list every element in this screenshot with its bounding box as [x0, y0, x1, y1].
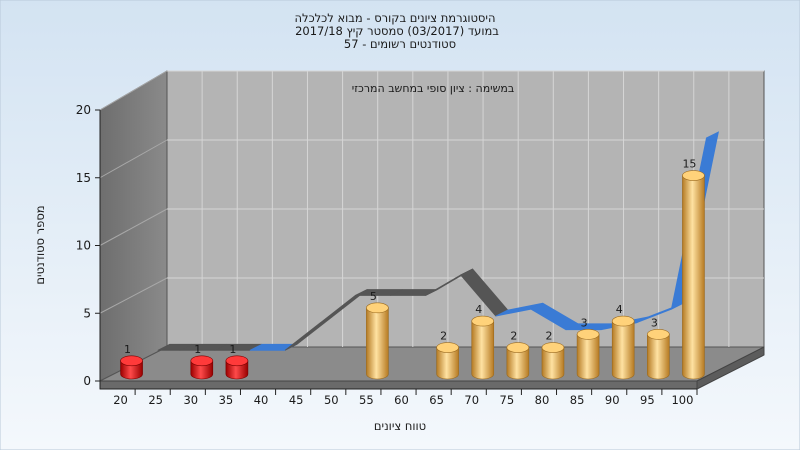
data-label-30: 1 — [194, 343, 201, 356]
chart-title-line-1: היסטוגרמת ציונים בקורס - מבוא לכלכלה — [295, 11, 496, 25]
x-tick-label: 20 — [113, 393, 128, 407]
floor-right-edge — [696, 346, 765, 390]
x-tick-label: 65 — [429, 393, 444, 407]
data-label-95: 3 — [651, 316, 658, 329]
x-tick-label: 80 — [535, 393, 550, 407]
bar-90 — [611, 320, 635, 380]
bar-100 — [682, 175, 705, 380]
y-tick-label: 5 — [83, 306, 91, 320]
bar-95 — [647, 334, 670, 380]
y-tick-label: 15 — [76, 171, 91, 185]
data-label-100: 15 — [682, 158, 696, 171]
gridline-h-left — [99, 208, 168, 246]
bar-cap-85 — [576, 329, 600, 340]
chart-title-line-3: סטודנטים רשומים - 57 — [344, 37, 456, 51]
bar-cap-70 — [471, 315, 495, 327]
bar-65 — [436, 347, 459, 380]
x-tick-label: 85 — [570, 393, 585, 407]
data-label-70: 4 — [475, 303, 482, 316]
bar-55 — [366, 307, 389, 380]
x-tick-label: 75 — [500, 393, 515, 407]
bar-cap-20 — [120, 355, 143, 367]
bar-85 — [576, 334, 600, 380]
bar-cap-30 — [190, 355, 214, 367]
x-tick-label: 90 — [605, 393, 620, 407]
x-tick-label: 95 — [640, 393, 655, 407]
y-tick-label: 20 — [76, 103, 91, 117]
x-tick-label: 50 — [324, 393, 339, 407]
x-axis-label: טווח ציונים — [374, 419, 426, 433]
chart-title-line-2: במועד (03/2017) סמסטר קיץ 2017/18 — [295, 24, 499, 38]
y-axis-ticks: 0 5 10 15 20 — [76, 103, 100, 388]
bar-70 — [471, 320, 495, 380]
data-label-65: 2 — [440, 330, 447, 343]
x-tick-label: 100 — [671, 393, 693, 407]
x-tick-label: 35 — [219, 393, 234, 407]
data-label-75: 2 — [510, 330, 517, 343]
bar-75 — [506, 347, 530, 380]
y-tick-label: 10 — [76, 239, 91, 253]
bar-80 — [541, 347, 565, 380]
gridline-h-left — [99, 139, 168, 179]
bar-cap-80 — [541, 342, 565, 353]
x-tick-label: 40 — [254, 393, 269, 407]
data-label-35: 1 — [229, 343, 236, 356]
x-tick-label: 55 — [359, 393, 374, 407]
gridline-h-left — [99, 277, 168, 314]
gridline-h-left — [99, 70, 168, 111]
left-wall — [99, 70, 168, 382]
chart-annotation: במשימה : ציון סופי במחשב המרכזי — [352, 82, 515, 95]
data-label-20: 1 — [124, 343, 131, 356]
y-axis-label: מספר סטודנטים — [33, 205, 47, 284]
x-tick-label: 45 — [289, 393, 304, 407]
x-tick-label: 70 — [464, 393, 479, 407]
x-tick-label: 60 — [394, 393, 409, 407]
data-label-55: 5 — [370, 290, 377, 303]
x-tick-label: 25 — [148, 393, 163, 407]
bar-cap-100 — [682, 170, 705, 181]
bar-cap-55 — [366, 302, 389, 314]
ribbon-segment — [157, 343, 192, 351]
y-tick-label: 0 — [83, 374, 91, 388]
data-label-80: 2 — [545, 330, 552, 343]
bar-cap-90 — [611, 315, 635, 327]
bar-cap-65 — [436, 342, 459, 353]
x-axis-ticks: 20 25 30 35 40 45 50 55 60 65 70 75 80 85 90 95 100 — [113, 389, 698, 407]
bar-cap-35 — [225, 355, 249, 367]
bar-cap-75 — [506, 342, 530, 353]
data-label-90: 4 — [616, 303, 623, 316]
floor-front-edge — [99, 380, 698, 390]
data-label-85: 3 — [581, 316, 588, 329]
gridlines — [99, 70, 764, 347]
x-tick-label: 30 — [183, 393, 198, 407]
bar-cap-95 — [647, 329, 670, 340]
